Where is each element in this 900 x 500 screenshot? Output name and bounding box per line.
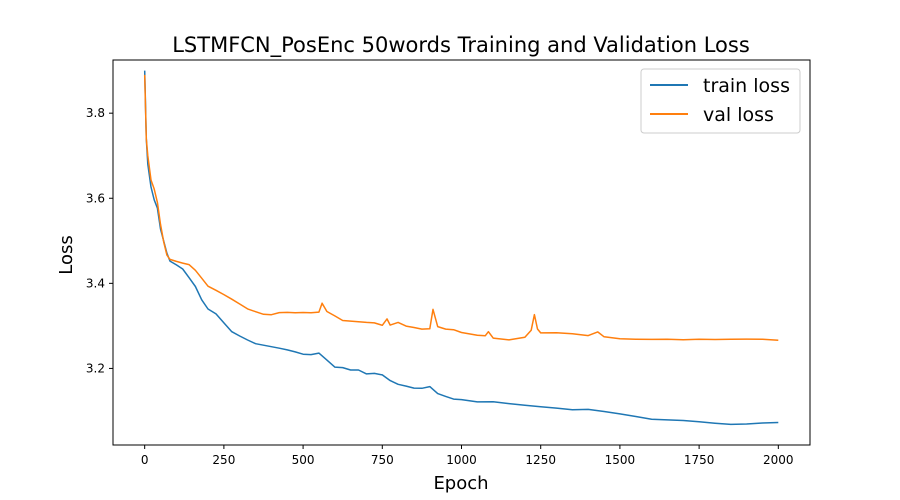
x-axis: 0 250 500 750 1000 1250 1500 1750 2000 [141, 445, 794, 467]
x-tick-label: 1750 [684, 453, 715, 467]
x-axis-label: Epoch [433, 473, 488, 494]
legend: train loss val loss [640, 68, 801, 134]
y-tick-label: 3.2 [86, 361, 105, 375]
x-tick-label: 1500 [605, 453, 636, 467]
x-tick-label: 0 [141, 453, 149, 467]
series-line-2 [143, 74, 779, 342]
x-tick-label: 2000 [763, 453, 794, 467]
x-tick-label: 1000 [446, 453, 477, 467]
y-tick-label: 3.8 [86, 106, 105, 120]
legend-label-2: val loss [703, 104, 774, 126]
y-tick-label: 3.4 [86, 276, 105, 290]
y-tick-label: 3.6 [86, 191, 105, 205]
x-tick-label: 750 [371, 453, 394, 467]
y-axis: 3.2 3.4 3.6 3.8 [86, 106, 113, 375]
x-tick-label: 500 [292, 453, 315, 467]
series-line-1 [143, 70, 779, 426]
chart-title: LSTMFCN_PosEnc 50words Training and Vali… [172, 33, 750, 58]
series-layer [143, 70, 779, 426]
x-tick-label: 1250 [525, 453, 556, 467]
legend-label-1: train loss [703, 75, 790, 97]
x-tick-label: 250 [212, 453, 235, 467]
y-axis-label: Loss [56, 235, 77, 274]
